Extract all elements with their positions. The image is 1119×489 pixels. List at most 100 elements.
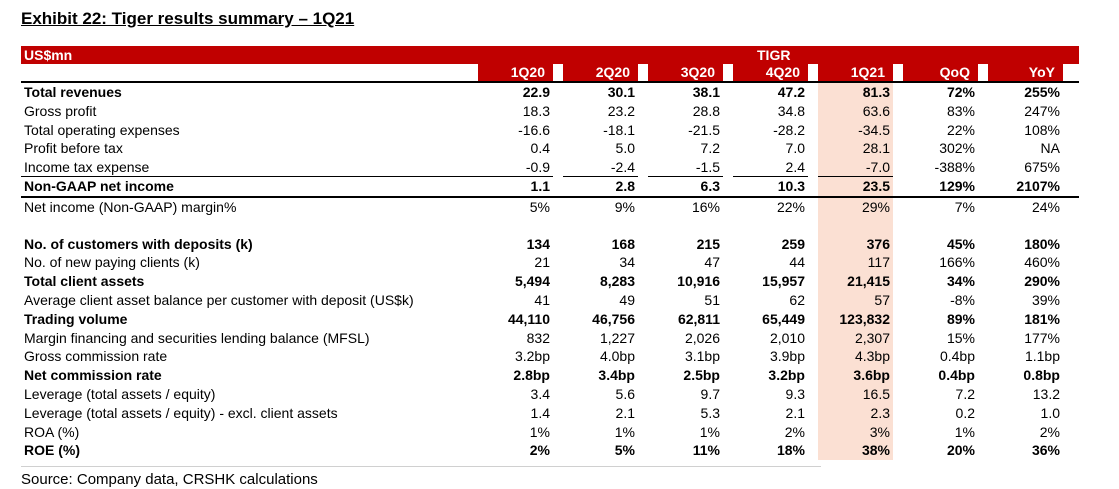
row-label: No. of customers with deposits (k): [24, 235, 253, 252]
cell-1q21: 3.6bp: [818, 366, 893, 385]
cell-4q20: 18%: [776, 442, 805, 459]
cell-yoy: NA: [1040, 140, 1060, 157]
row-label: Income tax expense: [21, 158, 478, 177]
cell-3q20: 16%: [691, 198, 720, 215]
cell-3q20: 47: [704, 254, 720, 271]
cell-3q20: 6.3: [700, 177, 720, 194]
cell-4q20: 10.3: [777, 177, 805, 194]
cell-2q20: 8,283: [599, 273, 635, 290]
cell-3q20: 62,811: [677, 310, 720, 327]
table-row: ROA (%) 1% 1% 1% 2% 3% 1% 2%: [21, 422, 1079, 442]
cell-2q20: 1%: [614, 423, 635, 440]
cell-1q21: 3%: [818, 422, 893, 442]
unit-label: US$mn: [24, 47, 73, 63]
cell-3q20: 7.2: [700, 140, 720, 157]
cell-yoy: 1.1bp: [1024, 348, 1060, 365]
cell-1q20: 3.2bp: [514, 348, 550, 365]
cell-yoy: 290%: [1024, 273, 1060, 290]
cell-1q20: 5,494: [514, 273, 550, 290]
table-row: Trading volume 44,110 46,756 62,811 65,449 12…: [21, 309, 1079, 329]
cell-yoy: 39%: [1031, 291, 1060, 308]
cell-qoq: 22%: [946, 121, 975, 138]
cell-1q21: 29%: [818, 197, 893, 217]
cell-qoq: 129%: [939, 177, 975, 194]
cell-2q20: 1,227: [599, 329, 635, 346]
cell-1q21: 28.1: [818, 139, 893, 159]
cell-1q20: -0.9: [478, 158, 553, 177]
cell-2q20: 3.4bp: [598, 367, 635, 384]
cell-1q20: 21: [534, 254, 550, 271]
header-label-spacer: [21, 64, 478, 81]
col-header-1q20: 1Q20: [478, 64, 553, 81]
cell-4q20: 3.2bp: [768, 367, 805, 384]
col-header-2q20: 2Q20: [563, 64, 638, 81]
cell-3q20: 38.1: [692, 84, 720, 100]
cell-1q20: 3.4: [530, 385, 550, 402]
cell-1q20: 0.4: [530, 140, 550, 157]
exhibit-title: Exhibit 22: Tiger results summary – 1Q21: [21, 9, 355, 28]
cell-yoy: 24%: [1031, 198, 1060, 215]
cell-2q20: 9%: [614, 198, 635, 215]
cell-qoq: 1%: [954, 423, 975, 440]
cell-yoy: 255%: [1024, 84, 1060, 100]
table-row: Total client assets 5,494 8,283 10,916 15,95…: [21, 272, 1079, 291]
cell-4q20: 47.2: [777, 84, 805, 100]
row-label: Profit before tax: [24, 140, 123, 157]
cell-4q20: 44: [789, 254, 805, 271]
cell-2q20: 23.2: [607, 102, 635, 119]
cell-1q20: 1.4: [530, 404, 550, 421]
col-header-qoq: QoQ: [903, 64, 978, 81]
row-label: Leverage (total assets / equity): [24, 385, 216, 402]
cell-3q20: 11%: [692, 442, 720, 459]
cell-qoq: -388%: [934, 159, 975, 176]
cell-1q20: 5%: [529, 198, 550, 215]
cell-1q21: -7.0: [818, 158, 893, 177]
cell-4q20: 2.1: [785, 404, 805, 421]
table-row: Net commission rate 2.8bp 3.4bp 2.5bp 3.2bp 3…: [21, 366, 1079, 385]
cell-1q20: -16.6: [518, 121, 550, 138]
cell-1q21: 117: [818, 253, 893, 273]
cell-qoq: 89%: [946, 310, 975, 327]
row-label: No. of new paying clients (k): [24, 254, 200, 271]
cell-1q20: 134: [526, 235, 550, 252]
row-label: Net commission rate: [24, 367, 162, 384]
cell-1q21: 376: [818, 234, 893, 254]
cell-3q20: -1.5: [648, 158, 723, 177]
row-label: Total revenues: [24, 84, 122, 100]
cell-qoq: 72%: [946, 84, 975, 100]
table-row: Total operating expenses -16.6 -18.1 -21.5 -…: [21, 120, 1079, 140]
table-row: Profit before tax 0.4 5.0 7.2 7.0 28.1 302% NA: [21, 139, 1079, 159]
source-note: Source: Company data, CRSHK calculations: [21, 471, 318, 488]
cell-yoy: 2%: [1039, 423, 1060, 440]
cell-2q20: -2.4: [563, 158, 638, 177]
cell-qoq: 83%: [946, 102, 975, 119]
cell-2q20: 4.0bp: [599, 348, 635, 365]
table-row: Leverage (total assets / equity) - excl.…: [21, 403, 1079, 423]
cell-3q20: 28.8: [692, 102, 720, 119]
cell-qoq: 302%: [939, 140, 975, 157]
table-row: Gross profit 18.3 23.2 28.8 34.8 63.6 83% 247%: [21, 101, 1079, 121]
cell-qoq: 0.4bp: [939, 348, 975, 365]
col-header-3q20: 3Q20: [648, 64, 723, 81]
cell-1q20: 22.9: [522, 84, 550, 100]
cell-1q20: 44,110: [507, 310, 550, 327]
table-row: Gross commission rate 3.2bp 4.0bp 3.1bp 3.9b…: [21, 347, 1079, 367]
cell-2q20: -18.1: [603, 121, 635, 138]
results-table: US$mn TIGR 1Q20 2Q20 3Q20 4Q20 1Q21 QoQ …: [21, 46, 1079, 461]
column-headers: 1Q20 2Q20 3Q20 4Q20 1Q21 QoQ YoY: [21, 64, 1079, 83]
table-row: No. of customers with deposits (k) 134 168…: [21, 234, 1079, 254]
cell-4q20: 62: [789, 291, 805, 308]
cell-2q20: 49: [619, 291, 635, 308]
cell-1q21: 63.6: [818, 101, 893, 121]
cell-yoy: 2107%: [1016, 177, 1060, 194]
cell-qoq: 34%: [946, 273, 975, 290]
cell-yoy: 177%: [1024, 329, 1060, 346]
cell-3q20: 1%: [699, 423, 720, 440]
cell-1q21: 23.5: [818, 176, 893, 196]
cell-yoy: 247%: [1024, 102, 1060, 119]
row-label: Net income (Non-GAAP) margin%: [24, 198, 237, 215]
cell-2q20: 168: [611, 235, 635, 252]
row-label: ROA (%): [24, 423, 80, 440]
cell-1q20: 832: [526, 329, 550, 346]
cell-2q20: 30.1: [607, 84, 635, 100]
